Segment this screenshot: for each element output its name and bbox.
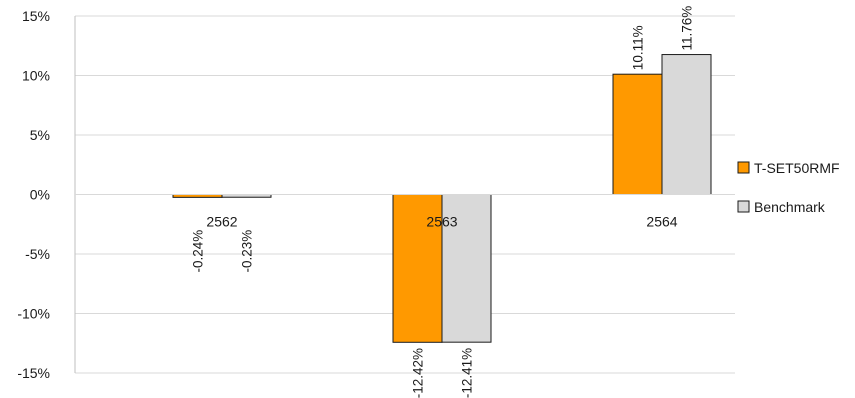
x-axis-category-labels: 2562 2563 2564 — [206, 214, 677, 230]
x-category-label: 2563 — [426, 214, 457, 230]
data-label: -0.24% — [191, 230, 206, 273]
data-label: 11.76% — [680, 6, 695, 51]
y-tick-label: -15% — [17, 365, 50, 381]
data-labels: -0.24% -12.42% 10.11% -0.23% -12.41% 11.76% — [191, 6, 695, 398]
data-label: 10.11% — [631, 25, 646, 70]
legend-label: T-SET50RMF — [754, 160, 840, 176]
bar — [441, 194, 492, 343]
y-axis: 15% 10% 5% 0% -5% -10% -15% — [17, 8, 76, 381]
y-tick-label: 10% — [22, 68, 50, 84]
legend-label: Benchmark — [754, 199, 826, 215]
bar — [661, 54, 712, 195]
x-category-label: 2564 — [646, 214, 677, 230]
bars — [172, 54, 712, 343]
legend-swatch — [737, 200, 750, 213]
y-tick-label: 5% — [30, 127, 50, 143]
legend-swatch — [737, 161, 750, 174]
data-label: -12.41% — [460, 348, 475, 398]
data-label: -12.42% — [411, 348, 426, 398]
y-tick-label: 15% — [22, 8, 50, 24]
y-tick-label: -10% — [17, 306, 50, 322]
legend: T-SET50RMF Benchmark — [737, 160, 840, 215]
y-tick-label: 0% — [30, 187, 50, 203]
data-label: -0.23% — [240, 230, 255, 273]
bar — [612, 73, 663, 195]
x-category-label: 2562 — [206, 214, 237, 230]
y-tick-label: -5% — [25, 246, 50, 262]
